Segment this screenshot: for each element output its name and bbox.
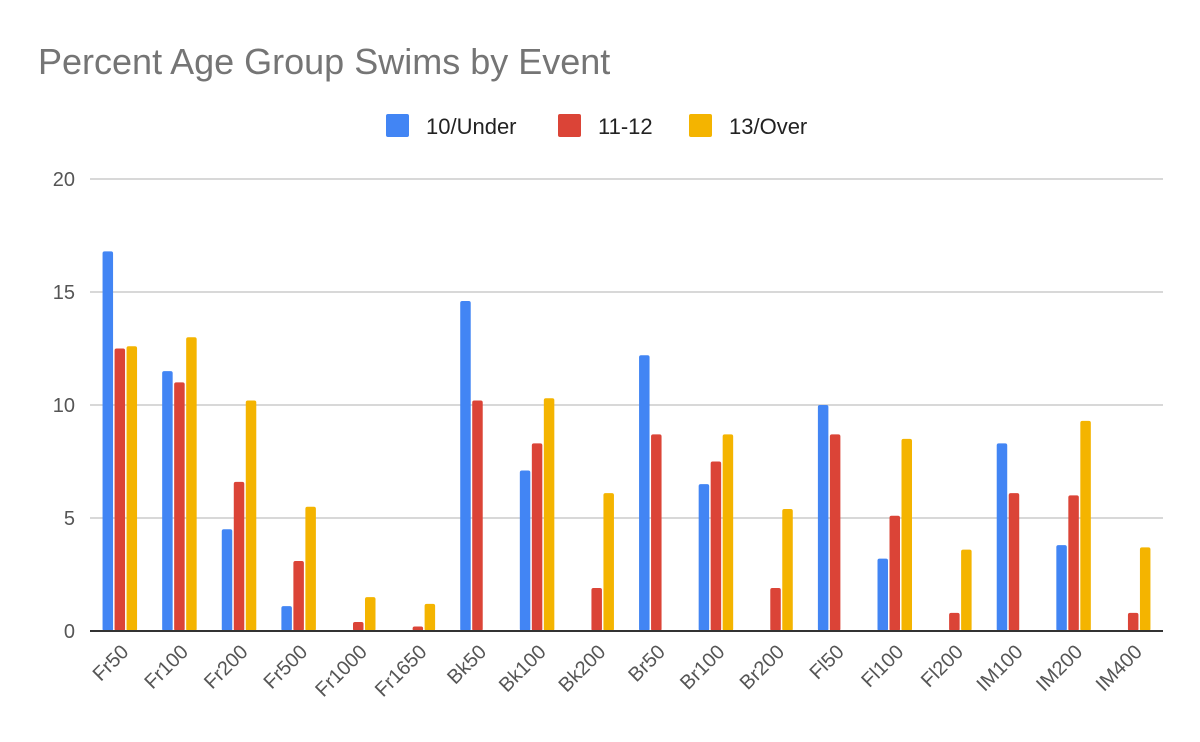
x-tick-label-br50: Br50 bbox=[624, 641, 669, 686]
bar-fr1650-11-12 bbox=[412, 626, 424, 631]
bar-fr50-13-over bbox=[126, 346, 138, 631]
bar-fl50-11-12 bbox=[829, 434, 841, 631]
x-tick-label-fr100: Fr100 bbox=[140, 641, 193, 694]
bar-fr50-10-under bbox=[102, 251, 114, 631]
x-tick-label-fr500: Fr500 bbox=[260, 641, 313, 694]
bar-fl100-13-over bbox=[901, 438, 912, 631]
bar-im400-13-over bbox=[1139, 547, 1151, 631]
legend-label-13-over: 13/Over bbox=[729, 114, 807, 139]
x-tick-label-fr1000: Fr1000 bbox=[311, 641, 371, 701]
bar-fr1000-13-over bbox=[365, 597, 376, 631]
bar-br50-10-under bbox=[639, 355, 650, 631]
x-tick-label-fr1650: Fr1650 bbox=[371, 641, 431, 701]
legend-swatch-11-12 bbox=[558, 114, 581, 137]
x-tick-label-fl50: Fl50 bbox=[806, 641, 849, 684]
bar-im100-10-under bbox=[996, 443, 1008, 631]
bar-fr200-10-under bbox=[221, 529, 233, 631]
bar-bk200-11-12 bbox=[591, 588, 602, 631]
x-tick-label-bk100: Bk100 bbox=[495, 641, 551, 697]
bar-fr500-11-12 bbox=[293, 560, 304, 631]
bar-fr200-11-12 bbox=[233, 481, 245, 631]
bar-im200-13-over bbox=[1080, 420, 1091, 631]
y-tick-label-5: 5 bbox=[64, 508, 75, 530]
bars bbox=[102, 251, 1151, 631]
y-axis: 0 5 10 15 20 bbox=[53, 169, 75, 643]
bar-fl50-10-under bbox=[817, 405, 829, 631]
x-tick-label-fr200: Fr200 bbox=[200, 641, 253, 694]
bar-fr100-13-over bbox=[186, 337, 197, 631]
y-tick-label-15: 15 bbox=[53, 282, 75, 304]
bar-bk50-10-under bbox=[460, 301, 471, 631]
legend: 10/Under 11-12 13/Over bbox=[386, 114, 807, 139]
bar-fr100-11-12 bbox=[174, 382, 185, 631]
bar-fl100-10-under bbox=[877, 558, 888, 631]
chart-title: Percent Age Group Swims by Event bbox=[38, 41, 610, 82]
x-axis: Fr50 Fr100 Fr200 Fr500 Fr1000 Fr1650 Bk50 Bk100… bbox=[89, 630, 1163, 701]
y-tick-label-10: 10 bbox=[53, 395, 75, 417]
x-tick-label-fr50: Fr50 bbox=[89, 641, 134, 686]
bar-fl100-11-12 bbox=[889, 515, 900, 631]
bar-im400-11-12 bbox=[1127, 612, 1139, 631]
bar-br100-13-over bbox=[722, 434, 734, 631]
legend-label-11-12: 11-12 bbox=[598, 114, 653, 139]
bar-im200-11-12 bbox=[1068, 495, 1079, 631]
bar-im200-10-under bbox=[1056, 545, 1067, 631]
bar-br200-11-12 bbox=[770, 588, 781, 631]
legend-label-10-under: 10/Under bbox=[426, 114, 517, 139]
bar-br50-11-12 bbox=[651, 434, 662, 631]
bar-fr1000-11-12 bbox=[353, 621, 364, 631]
gridlines bbox=[90, 178, 1163, 519]
x-tick-label-im100: IM100 bbox=[973, 641, 1028, 696]
bar-br200-13-over bbox=[782, 508, 793, 631]
x-tick-label-fl100: Fl100 bbox=[857, 641, 908, 692]
y-tick-label-20: 20 bbox=[53, 169, 75, 191]
x-tick-label-im200: IM200 bbox=[1032, 641, 1087, 696]
x-tick-label-fl200: Fl200 bbox=[917, 641, 968, 692]
bar-fr1650-13-over bbox=[424, 603, 436, 631]
x-tick-label-br200: Br200 bbox=[736, 641, 789, 694]
bar-bk100-13-over bbox=[543, 398, 555, 631]
bar-fl200-13-over bbox=[961, 549, 972, 631]
legend-swatch-10-under bbox=[386, 114, 409, 137]
bar-br100-10-under bbox=[698, 484, 710, 631]
x-tick-label-bk200: Bk200 bbox=[555, 641, 611, 697]
bar-fr500-10-under bbox=[281, 606, 292, 631]
y-tick-label-0: 0 bbox=[64, 621, 75, 643]
bar-fl200-11-12 bbox=[949, 612, 960, 631]
bar-fr50-11-12 bbox=[114, 348, 126, 631]
legend-swatch-13-over bbox=[689, 114, 712, 137]
x-tick-label-br100: Br100 bbox=[676, 641, 729, 694]
bar-fr200-13-over bbox=[245, 400, 257, 631]
bar-br100-11-12 bbox=[710, 461, 722, 631]
x-tick-label-bk50: Bk50 bbox=[443, 641, 491, 689]
bar-bk50-11-12 bbox=[472, 400, 483, 631]
bar-bk100-11-12 bbox=[531, 443, 543, 631]
bar-bk100-10-under bbox=[519, 470, 531, 631]
bar-fr100-10-under bbox=[162, 371, 173, 631]
bar-fr500-13-over bbox=[305, 506, 316, 631]
bar-bk200-13-over bbox=[603, 493, 614, 631]
x-tick-label-im400: IM400 bbox=[1092, 641, 1147, 696]
bar-im100-11-12 bbox=[1008, 493, 1020, 631]
